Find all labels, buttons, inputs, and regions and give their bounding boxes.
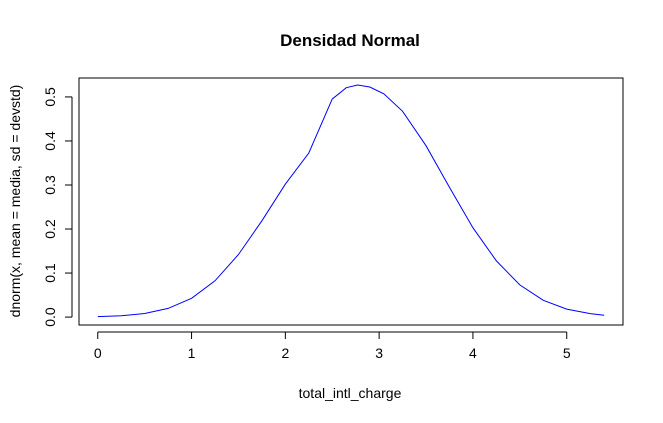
y-tick-label: 0.0 — [42, 307, 58, 327]
y-axis: 0.0 0.1 0.2 0.3 0.4 0.5 — [42, 87, 73, 327]
plot-frame — [78, 77, 624, 326]
x-tick-label: 2 — [281, 345, 289, 361]
y-tick-label: 0.3 — [42, 175, 58, 195]
y-tick-label: 0.1 — [42, 263, 58, 283]
chart-title: Densidad Normal — [280, 31, 420, 50]
y-tick-label: 0.4 — [42, 131, 58, 151]
x-tick-label: 1 — [188, 345, 196, 361]
x-axis: 0 1 2 3 4 5 — [94, 331, 571, 361]
x-axis-label: total_intl_charge — [299, 385, 402, 401]
x-tick-label: 3 — [375, 345, 383, 361]
x-tick-label: 5 — [563, 345, 571, 361]
x-tick-label: 0 — [94, 345, 102, 361]
y-axis-label: dnorm(x, mean = media, sd = devstd) — [7, 85, 23, 318]
y-tick-label: 0.5 — [42, 87, 58, 107]
density-curve — [97, 84, 605, 318]
y-tick-label: 0.2 — [42, 219, 58, 239]
x-tick-label: 4 — [469, 345, 477, 361]
